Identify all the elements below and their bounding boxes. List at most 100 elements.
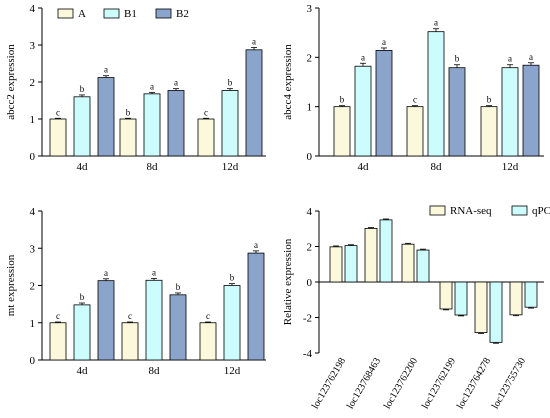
bar-a-4d: [49, 118, 67, 157]
y-tick-label: 3: [307, 3, 313, 15]
legend-swatch-qpcr: [511, 205, 528, 216]
bar-a-12d: [199, 322, 217, 361]
significance-letter: a: [254, 240, 258, 250]
legend-label-qpcr: qPCR: [532, 205, 550, 217]
legend-swatch-b2: [155, 8, 172, 19]
bar-b1-4d: [354, 65, 372, 157]
bar-a-8d: [121, 322, 139, 361]
y-tick-label: 4: [307, 206, 313, 218]
y-tick-label: -4: [303, 348, 313, 360]
bar-b1-12d: [221, 90, 239, 157]
legend-label-rna-seq: RNA-seq: [450, 205, 492, 217]
x-tick-label: loc123762199: [420, 356, 458, 411]
bar-a-4d: [49, 322, 67, 361]
y-axis-label: abcc4 expression: [282, 44, 294, 120]
y-tick-label: 4: [30, 206, 36, 218]
mt-chart: 0 1 2 3 4 mt expression c b a 4d c a b 8d c b a 12d: [5, 206, 266, 377]
significance-letter: a: [104, 268, 108, 278]
bar-b2-8d: [167, 90, 185, 157]
legend-swatch-a: [57, 8, 74, 19]
legend-swatch-rna-seq: [429, 205, 446, 216]
bar-a-8d: [119, 118, 137, 157]
bar-rna-seq-loc123762200: [401, 243, 415, 283]
significance-letter: b: [176, 282, 181, 292]
significance-letter: a: [508, 54, 512, 64]
bar-b2-12d: [245, 49, 263, 157]
y-axis-label: abcc2 expression: [5, 44, 17, 120]
bar-a-12d: [480, 106, 498, 157]
y-tick-label: 0: [307, 277, 313, 289]
y-axis-label: Relative expression: [282, 238, 294, 325]
y-tick-label: 1: [307, 102, 313, 114]
bar-b2-8d: [169, 294, 187, 361]
y-tick-label: -2: [303, 313, 312, 325]
significance-letter: c: [56, 107, 60, 117]
bar-qpcr-loc123762199: [454, 281, 468, 316]
legend-swatch-b1: [103, 8, 120, 19]
bar-rna-seq-loc123755730: [509, 281, 523, 316]
x-tick-label: 4d: [77, 161, 89, 173]
significance-letter: a: [529, 52, 533, 62]
bar-rna-seq-loc123762199: [439, 281, 453, 310]
x-tick-label: 12d: [502, 161, 519, 173]
x-tick-label: loc123762198: [310, 356, 348, 411]
bar-b2-12d: [522, 64, 540, 157]
significance-letter: b: [126, 107, 131, 117]
bar-b2-8d: [448, 67, 466, 157]
x-tick-label: 12d: [222, 161, 239, 173]
significance-letter: c: [128, 311, 132, 321]
bar-qpcr-loc123755730: [524, 281, 538, 308]
y-tick-label: 1: [30, 318, 36, 330]
significance-letter: a: [104, 65, 108, 75]
bar-qpcr-loc123762200: [416, 249, 430, 283]
bar-qpcr-loc123768463: [379, 219, 393, 283]
bar-a-12d: [197, 118, 215, 157]
y-tick-label: 0: [307, 151, 313, 163]
bar-a-4d: [333, 106, 351, 157]
significance-letter: a: [382, 37, 386, 47]
y-tick-label: 2: [30, 281, 36, 293]
legend-label-b1: B1: [124, 8, 137, 20]
x-tick-label: loc123764278: [455, 356, 493, 411]
abcc2-chart: 0 1 2 3 4 abcc2 expression c b a 4d b a a 8d c b a 12d A B1…: [5, 3, 266, 173]
bar-b1-8d: [143, 93, 161, 157]
x-tick-label: loc123762200: [382, 356, 420, 411]
bar-b2-4d: [97, 280, 115, 361]
x-tick-label: loc123755730: [490, 356, 528, 411]
significance-letter: a: [434, 18, 438, 28]
significance-letter: b: [228, 78, 233, 88]
bar-b1-8d: [145, 279, 163, 361]
y-tick-label: 2: [307, 242, 313, 254]
bar-b2-4d: [97, 77, 115, 157]
significance-letter: b: [455, 54, 460, 64]
legend-label-b2: B2: [176, 8, 189, 20]
significance-letter: a: [252, 37, 256, 47]
bar-b1-4d: [73, 304, 91, 361]
bar-b2-4d: [375, 50, 393, 157]
y-tick-label: 2: [30, 77, 36, 89]
y-tick-label: 2: [307, 52, 313, 64]
y-tick-label: 1: [30, 114, 36, 126]
bar-rna-seq-loc123762198: [329, 246, 343, 283]
bar-b1-12d: [223, 285, 241, 361]
significance-letter: b: [340, 95, 345, 105]
significance-letter: b: [230, 273, 235, 283]
significance-letter: b: [80, 84, 85, 94]
significance-letter: b: [80, 292, 85, 302]
x-tick-label: loc123768463: [345, 356, 383, 411]
x-tick-label: 4d: [77, 365, 89, 377]
bar-b1-8d: [427, 31, 445, 157]
significance-letter: c: [56, 311, 60, 321]
y-tick-label: 4: [30, 3, 36, 15]
significance-letter: b: [487, 95, 492, 105]
abcc4-chart: 0 1 2 3 abcc4 expression b a a 4d c a b 8d b a a 12d: [282, 3, 544, 173]
bar-b2-12d: [247, 252, 265, 361]
significance-letter: c: [206, 311, 210, 321]
bar-rna-seq-loc123768463: [364, 227, 378, 283]
x-tick-label: 12d: [224, 365, 241, 377]
bar-b1-12d: [501, 67, 519, 157]
bar-qpcr-loc123762198: [344, 245, 358, 283]
y-tick-label: 3: [30, 243, 36, 255]
y-axis-label: mt expression: [5, 254, 17, 316]
